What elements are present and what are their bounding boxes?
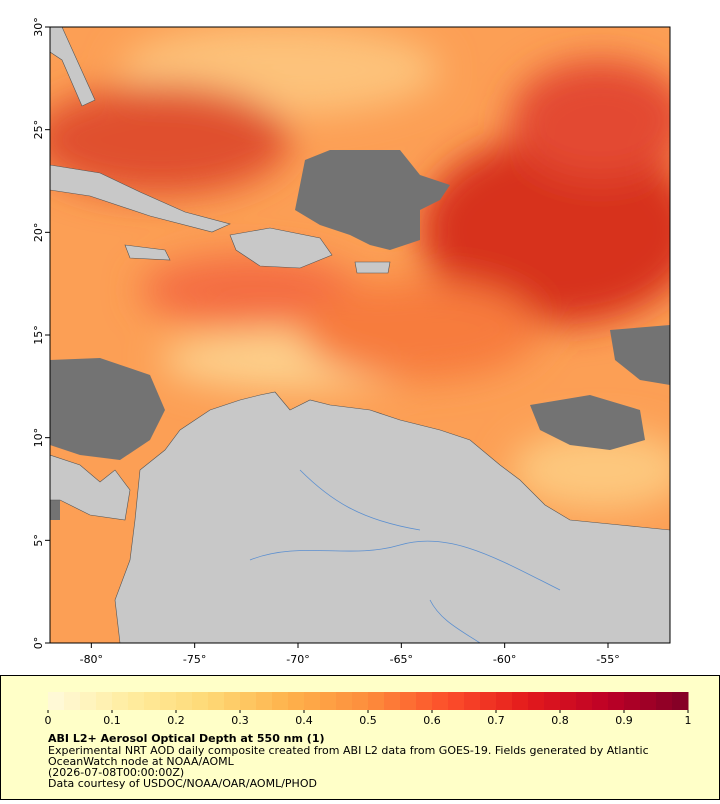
colorbar-tick-label: 0.2 (167, 714, 185, 727)
colorbar-cell (480, 692, 497, 710)
colorbar-cell (96, 692, 113, 710)
colorbar-cell (192, 692, 209, 710)
x-tick-label: -75° (183, 653, 206, 666)
colorbar-tick-label: 0.3 (231, 714, 249, 727)
colorbar-cell (336, 692, 353, 710)
colorbar-cell (272, 692, 289, 710)
colorbar-cell (416, 692, 433, 710)
y-tick-label: 15° (32, 325, 45, 345)
colorbar-cell (560, 692, 577, 710)
colorbar-tick-label: 0.5 (359, 714, 377, 727)
cloud-mask (50, 150, 670, 520)
colorbar-tick-label: 1 (685, 714, 692, 727)
colorbar-cell (528, 692, 545, 710)
caption-line: (2026-07-08T00:00:00Z) (48, 766, 184, 779)
colorbar-tick-label: 0.4 (295, 714, 313, 727)
colorbar-tick-label: 0 (45, 714, 52, 727)
y-tick-label: 5° (32, 534, 45, 547)
colorbar-cell (160, 692, 177, 710)
colorbar-cell (384, 692, 401, 710)
caption-line: OceanWatch node at NOAA/AOML (48, 755, 235, 768)
colorbar-cell (432, 692, 449, 710)
y-tick-label: 25° (32, 120, 45, 140)
y-tick-label: 30° (32, 17, 45, 37)
colorbar-cell (352, 692, 369, 710)
caption-line: Data courtesy of USDOC/NOAA/OAR/AOML/PHO… (48, 777, 317, 790)
colorbar-cell (176, 692, 193, 710)
colorbar-cell (128, 692, 145, 710)
colorbar-cell (48, 692, 65, 710)
x-tick-label: -65° (390, 653, 413, 666)
colorbar-cell (304, 692, 321, 710)
colorbar-cell (288, 692, 305, 710)
colorbar-tick-label: 0.1 (103, 714, 121, 727)
caption-line: Experimental NRT AOD daily composite cre… (48, 744, 649, 757)
x-tick-label: -55° (596, 653, 619, 666)
y-tick-label: 10° (32, 428, 45, 448)
x-tick-label: -70° (286, 653, 309, 666)
colorbar-cell (256, 692, 273, 710)
colorbar-cell (624, 692, 641, 710)
caption-title: ABI L2+ Aerosol Optical Depth at 550 nm … (48, 732, 325, 745)
colorbar-cell (112, 692, 129, 710)
x-tick-label: -60° (493, 653, 516, 666)
colorbar-cell (656, 692, 673, 710)
colorbar-cell (240, 692, 257, 710)
colorbar-cell (224, 692, 241, 710)
colorbar-cell (400, 692, 417, 710)
colorbar-cell (464, 692, 481, 710)
colorbar-tick-label: 0.6 (423, 714, 441, 727)
colorbar-cell (672, 692, 689, 710)
colorbar-cell (544, 692, 561, 710)
colorbar-cell (64, 692, 81, 710)
colorbar-tick-label: 0.9 (615, 714, 633, 727)
colorbar-cell (592, 692, 609, 710)
colorbar-cell (640, 692, 657, 710)
colorbar-cell (320, 692, 337, 710)
colorbar-tick-label: 0.8 (551, 714, 569, 727)
land (50, 27, 670, 643)
colorbar-cell (496, 692, 513, 710)
x-tick-label: -80° (80, 653, 103, 666)
colorbar-cell (576, 692, 593, 710)
colorbar-cell (208, 692, 225, 710)
colorbar-cell (368, 692, 385, 710)
colorbar-tick-label: 0.7 (487, 714, 505, 727)
colorbar-cell (608, 692, 625, 710)
colorbar-cell (144, 692, 161, 710)
map-image (50, 27, 670, 643)
colorbar-cell (512, 692, 529, 710)
colorbar-cell (80, 692, 97, 710)
y-tick-label: 20° (32, 223, 45, 243)
y-tick-label: 0° (32, 637, 45, 650)
colorbar-cell (448, 692, 465, 710)
rivers (249, 469, 561, 643)
